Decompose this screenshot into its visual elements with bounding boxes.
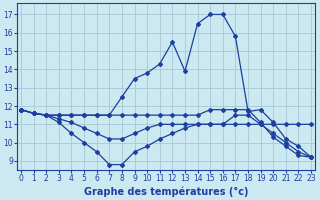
X-axis label: Graphe des températures (°c): Graphe des températures (°c) — [84, 186, 248, 197]
